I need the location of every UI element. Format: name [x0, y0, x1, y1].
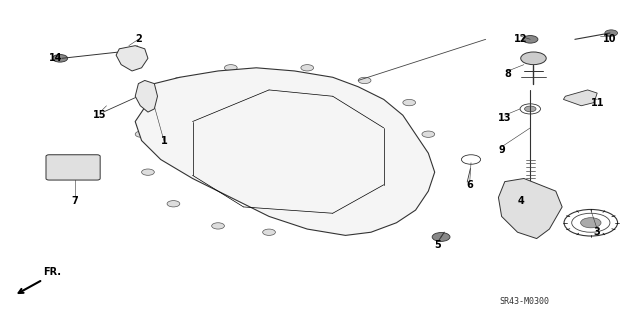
- Circle shape: [67, 164, 83, 171]
- Circle shape: [262, 229, 275, 235]
- Circle shape: [141, 169, 154, 175]
- Text: 4: 4: [517, 196, 524, 206]
- Text: 3: 3: [594, 227, 600, 237]
- Circle shape: [135, 131, 148, 137]
- Text: 12: 12: [514, 34, 527, 44]
- Circle shape: [358, 77, 371, 84]
- Circle shape: [432, 233, 450, 241]
- Circle shape: [340, 161, 371, 177]
- Text: 15: 15: [93, 110, 107, 120]
- Text: 7: 7: [71, 196, 78, 206]
- Text: 10: 10: [603, 34, 617, 44]
- Text: 14: 14: [49, 53, 62, 63]
- Circle shape: [225, 65, 237, 71]
- Circle shape: [521, 52, 546, 65]
- Circle shape: [232, 94, 255, 105]
- Text: FR.: FR.: [43, 266, 61, 277]
- Text: 11: 11: [591, 98, 604, 108]
- Text: SR43-M0300: SR43-M0300: [499, 297, 549, 306]
- Circle shape: [605, 30, 618, 36]
- Polygon shape: [563, 90, 597, 106]
- Circle shape: [525, 106, 536, 112]
- Circle shape: [173, 77, 186, 84]
- Circle shape: [167, 201, 180, 207]
- Circle shape: [273, 147, 296, 159]
- Text: 13: 13: [498, 113, 511, 123]
- Polygon shape: [116, 46, 148, 71]
- Text: 1: 1: [161, 136, 167, 145]
- Circle shape: [326, 223, 339, 229]
- Text: 5: 5: [435, 240, 441, 250]
- Circle shape: [378, 201, 390, 207]
- Text: 6: 6: [467, 180, 473, 190]
- Text: 9: 9: [498, 145, 505, 155]
- Circle shape: [301, 65, 314, 71]
- Circle shape: [422, 131, 435, 137]
- Polygon shape: [499, 178, 562, 239]
- Text: 2: 2: [135, 34, 142, 44]
- Polygon shape: [135, 80, 157, 112]
- Circle shape: [52, 55, 68, 62]
- Circle shape: [580, 218, 601, 228]
- Circle shape: [409, 169, 422, 175]
- Circle shape: [212, 223, 225, 229]
- Text: 8: 8: [504, 69, 511, 79]
- Circle shape: [403, 100, 415, 106]
- Circle shape: [148, 103, 161, 109]
- Polygon shape: [135, 68, 435, 235]
- FancyBboxPatch shape: [46, 155, 100, 180]
- Circle shape: [523, 35, 538, 43]
